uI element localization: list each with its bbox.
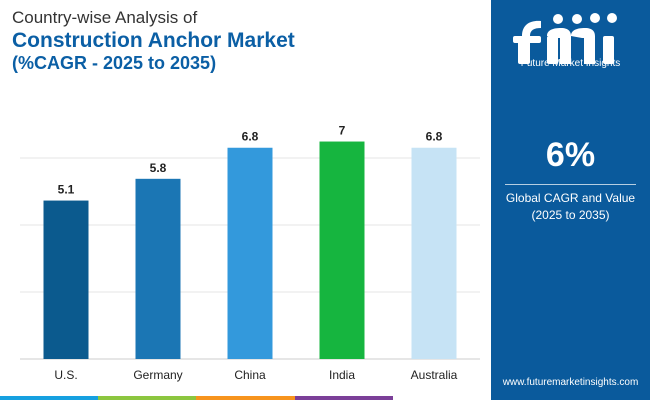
sidebar-panel: Future Market Insights 6% Global CAGR an…	[491, 0, 650, 400]
bar-chart: 5.1 U.S. 5.8 Germany 6.8 China 7 India 6.8 Austra…	[20, 124, 480, 382]
website-url[interactable]: www.futuremarketinsights.com	[502, 377, 639, 388]
fmi-logo-icon	[513, 13, 617, 64]
bar-germany	[135, 178, 181, 359]
data-label: 6.8	[426, 130, 443, 144]
x-tick-label: Germany	[133, 368, 182, 382]
chart-title: Construction Anchor Market	[12, 29, 295, 52]
bottom-bar-segment	[196, 396, 295, 400]
bar-australia	[411, 147, 457, 359]
kpi-label: Global CAGR and Value (2025 to 2035)	[491, 190, 650, 224]
x-tick-label: U.S.	[54, 368, 77, 382]
kpi-label-line-1: Global CAGR and Value	[505, 191, 636, 205]
bottom-bar-segment	[0, 396, 99, 400]
data-label: 6.8	[242, 130, 259, 144]
brand-name: Future Market Insights	[520, 58, 621, 69]
bar-india	[319, 141, 365, 359]
x-tick-label: China	[234, 368, 266, 382]
kpi-value: 6%	[545, 136, 596, 174]
chart-subtitle: (%CAGR - 2025 to 2035)	[12, 53, 217, 73]
bottom-bar-segment	[392, 396, 492, 400]
data-label: 5.8	[150, 161, 167, 175]
bottom-color-bar	[0, 396, 492, 400]
title-line-1: Country-wise Analysis of	[12, 8, 198, 27]
kpi-label-line-2: (2025 to 2035)	[531, 208, 610, 222]
x-tick-label: India	[329, 368, 355, 382]
bottom-bar-segment	[98, 396, 197, 400]
data-label: 7	[339, 124, 346, 138]
bottom-bar-segment	[294, 396, 393, 400]
bar-u-s	[43, 200, 89, 359]
kpi-divider	[505, 184, 636, 185]
x-tick-label: Australia	[411, 368, 458, 382]
data-label: 5.1	[58, 183, 75, 197]
bar-china	[227, 147, 273, 359]
